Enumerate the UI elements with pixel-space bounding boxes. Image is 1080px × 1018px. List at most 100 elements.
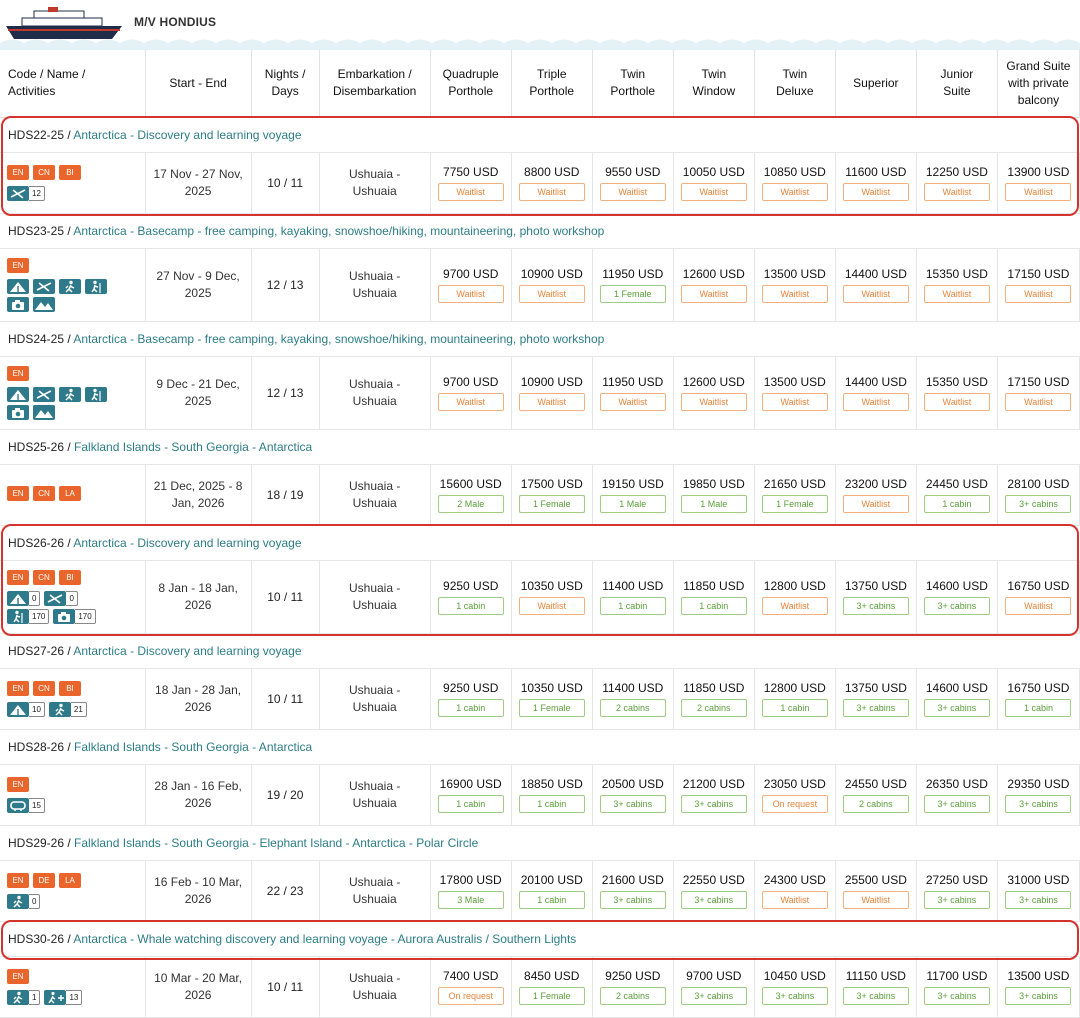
availability-button[interactable]: 3+ cabins <box>599 795 666 813</box>
activity-badge[interactable] <box>33 297 55 312</box>
activity-badge[interactable]: 1 <box>7 990 41 1005</box>
availability-button[interactable]: Waitlist <box>842 393 909 411</box>
voyage-name-link[interactable]: Antarctica - Basecamp - free camping, ka… <box>73 332 605 346</box>
voyage-name-link[interactable]: Antarctica - Discovery and learning voya… <box>73 536 302 550</box>
availability-button[interactable]: Waitlist <box>518 183 585 201</box>
availability-button[interactable]: Waitlist <box>761 393 828 411</box>
availability-button[interactable]: 1 cabin <box>761 699 828 717</box>
availability-button[interactable]: 3+ cabins <box>842 699 909 717</box>
activity-badge[interactable]: 12 <box>7 186 45 201</box>
availability-button[interactable]: 3+ cabins <box>680 891 747 909</box>
availability-button[interactable]: Waitlist <box>599 183 666 201</box>
availability-button[interactable]: 2 cabins <box>599 699 666 717</box>
availability-button[interactable]: 1 Female <box>518 495 585 513</box>
availability-button[interactable]: 3+ cabins <box>1005 891 1072 909</box>
availability-button[interactable]: Waitlist <box>437 183 504 201</box>
availability-button[interactable]: Waitlist <box>842 183 909 201</box>
activity-badge[interactable] <box>7 279 29 294</box>
availability-button[interactable]: Waitlist <box>761 597 828 615</box>
availability-button[interactable]: 2 cabins <box>842 795 909 813</box>
availability-button[interactable]: 3+ cabins <box>680 795 747 813</box>
availability-button[interactable]: 2 Male <box>437 495 504 513</box>
availability-button[interactable]: Waitlist <box>518 285 585 303</box>
voyage-name-link[interactable]: Falkland Islands - South Georgia - Eleph… <box>74 836 479 850</box>
availability-button[interactable]: Waitlist <box>1005 597 1072 615</box>
availability-button[interactable]: On request <box>761 795 828 813</box>
availability-button[interactable]: Waitlist <box>437 285 504 303</box>
availability-button[interactable]: On request <box>437 987 504 1005</box>
availability-button[interactable]: 1 Male <box>599 495 666 513</box>
availability-button[interactable]: Waitlist <box>1005 183 1072 201</box>
availability-button[interactable]: Waitlist <box>680 183 747 201</box>
availability-button[interactable]: Waitlist <box>761 183 828 201</box>
availability-button[interactable]: 1 cabin <box>518 891 585 909</box>
availability-button[interactable]: 3+ cabins <box>680 987 747 1005</box>
availability-button[interactable]: Waitlist <box>518 597 585 615</box>
availability-button[interactable]: Waitlist <box>923 285 990 303</box>
activity-badge[interactable]: 170 <box>53 609 96 624</box>
availability-button[interactable]: 3+ cabins <box>842 597 909 615</box>
availability-button[interactable]: Waitlist <box>842 285 909 303</box>
availability-button[interactable]: Waitlist <box>1005 285 1072 303</box>
activity-badge[interactable]: 0 <box>44 591 78 606</box>
activity-badge[interactable] <box>7 387 29 402</box>
availability-button[interactable]: 3+ cabins <box>923 987 990 1005</box>
availability-button[interactable]: Waitlist <box>923 393 990 411</box>
availability-button[interactable]: 1 cabin <box>437 597 504 615</box>
availability-button[interactable]: 3+ cabins <box>1005 987 1072 1005</box>
availability-button[interactable]: Waitlist <box>761 891 828 909</box>
availability-button[interactable]: 3+ cabins <box>923 795 990 813</box>
availability-button[interactable]: Waitlist <box>518 393 585 411</box>
availability-button[interactable]: 1 cabin <box>437 699 504 717</box>
voyage-name-link[interactable]: Antarctica - Basecamp - free camping, ka… <box>73 224 605 238</box>
availability-button[interactable]: Waitlist <box>437 393 504 411</box>
availability-button[interactable]: Waitlist <box>842 495 909 513</box>
availability-button[interactable]: 1 cabin <box>923 495 990 513</box>
activity-badge[interactable]: 0 <box>7 591 41 606</box>
availability-button[interactable]: 3+ cabins <box>923 597 990 615</box>
availability-button[interactable]: 1 cabin <box>437 795 504 813</box>
activity-badge[interactable] <box>33 387 55 402</box>
activity-badge[interactable]: 0 <box>7 894 41 909</box>
activity-badge[interactable] <box>59 279 81 294</box>
availability-button[interactable]: Waitlist <box>680 393 747 411</box>
activity-badge[interactable] <box>33 279 55 294</box>
availability-button[interactable]: 3+ cabins <box>923 699 990 717</box>
availability-button[interactable]: 1 Female <box>761 495 828 513</box>
availability-button[interactable]: Waitlist <box>1005 393 1072 411</box>
availability-button[interactable]: Waitlist <box>761 285 828 303</box>
voyage-name-link[interactable]: Antarctica - Discovery and learning voya… <box>73 644 302 658</box>
activity-badge[interactable] <box>33 405 55 420</box>
activity-badge[interactable]: 15 <box>7 798 45 813</box>
availability-button[interactable]: 1 Female <box>518 699 585 717</box>
availability-button[interactable]: 3 Male <box>437 891 504 909</box>
activity-badge[interactable] <box>85 387 107 402</box>
availability-button[interactable]: 1 cabin <box>1005 699 1072 717</box>
activity-badge[interactable]: 21 <box>48 702 87 717</box>
availability-button[interactable]: 3+ cabins <box>842 987 909 1005</box>
voyage-name-link[interactable]: Falkland Islands - South Georgia - Antar… <box>74 740 313 754</box>
availability-button[interactable]: 1 Female <box>599 285 666 303</box>
activity-badge[interactable]: 170 <box>7 609 50 624</box>
voyage-name-link[interactable]: Antarctica - Whale watching discovery an… <box>73 932 577 946</box>
activity-badge[interactable] <box>85 279 107 294</box>
availability-button[interactable]: 3+ cabins <box>923 891 990 909</box>
availability-button[interactable]: 1 cabin <box>599 597 666 615</box>
availability-button[interactable]: 3+ cabins <box>1005 495 1072 513</box>
availability-button[interactable]: 3+ cabins <box>761 987 828 1005</box>
availability-button[interactable]: 3+ cabins <box>1005 795 1072 813</box>
availability-button[interactable]: Waitlist <box>680 285 747 303</box>
availability-button[interactable]: Waitlist <box>923 183 990 201</box>
availability-button[interactable]: 2 cabins <box>599 987 666 1005</box>
availability-button[interactable]: 2 cabins <box>680 699 747 717</box>
availability-button[interactable]: 1 Female <box>518 987 585 1005</box>
availability-button[interactable]: Waitlist <box>842 891 909 909</box>
voyage-name-link[interactable]: Falkland Islands - South Georgia - Antar… <box>74 440 313 454</box>
availability-button[interactable]: 1 cabin <box>518 795 585 813</box>
activity-badge[interactable]: 10 <box>7 702 45 717</box>
activity-badge[interactable] <box>7 405 29 420</box>
activity-badge[interactable] <box>59 387 81 402</box>
availability-button[interactable]: 3+ cabins <box>599 891 666 909</box>
voyage-name-link[interactable]: Antarctica - Discovery and learning voya… <box>73 128 302 142</box>
availability-button[interactable]: 1 cabin <box>680 597 747 615</box>
